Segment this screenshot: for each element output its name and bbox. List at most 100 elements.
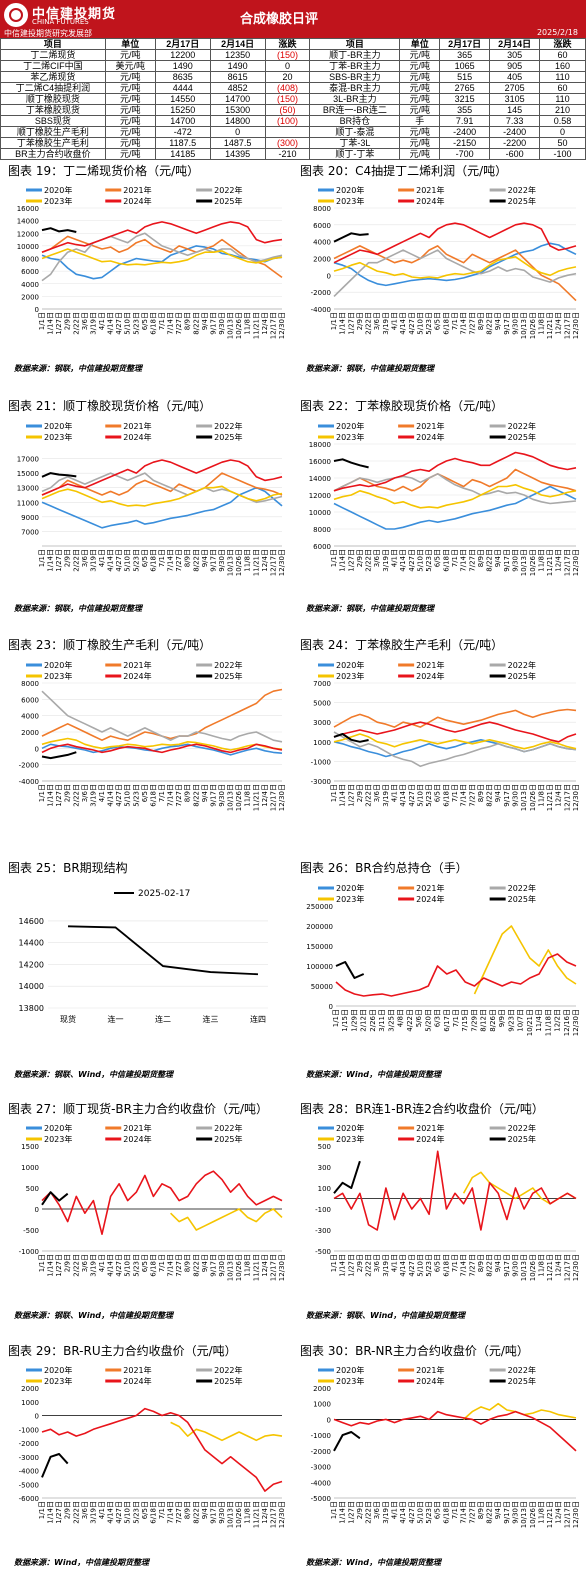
x-tick-label: 6/5日	[434, 1254, 442, 1272]
x-tick-label: 12/4日	[261, 1501, 269, 1524]
price-table-cell: -472	[154, 126, 211, 138]
x-tick-label: 10/26日	[235, 312, 243, 339]
x-tick-label: 6/18日	[442, 312, 450, 335]
y-tick-label: 0	[327, 1416, 331, 1424]
x-tick-label: 1/14日	[47, 1501, 55, 1524]
x-tick-label: 1/14日	[339, 312, 347, 335]
x-tick-label: 9/30日	[512, 1254, 520, 1277]
x-tick-label: 8/22日	[192, 312, 200, 335]
x-tick-label: 4/27日	[408, 784, 416, 807]
x-tick-label: 3/19日	[382, 1501, 390, 1524]
series-line-2024	[41, 743, 283, 754]
y-tick-label: 8000	[313, 205, 331, 213]
series-line-2025	[41, 1453, 69, 1478]
source-note: 数据来源：Wind，中信建投期货整理	[306, 1070, 441, 1079]
brand-name-cn: 中信建投期货	[32, 7, 117, 22]
series-line-2023	[41, 485, 283, 507]
price-table-cell: 3L-BR主力	[309, 93, 401, 105]
x-tick-label: 3/6日	[373, 784, 381, 802]
x-tick-label: 3/6日	[373, 549, 381, 567]
x-tick-label: 9/4日	[494, 312, 502, 330]
y-tick-label: 3000	[313, 719, 331, 727]
x-tick-label: 6/5日	[434, 312, 442, 330]
x-tick-label: 11/8日	[244, 312, 252, 335]
x-tick-label: 10/13日	[227, 312, 235, 339]
y-tick-label: 5000	[313, 700, 331, 708]
y-tick-label: 4000	[21, 281, 39, 289]
x-tick-label: 2/9日	[64, 312, 72, 330]
x-tick-label: 4/14日	[107, 784, 115, 807]
y-tick-label: -3000	[311, 778, 331, 786]
price-table-cell: 210	[539, 104, 586, 116]
price-table-cell: 905	[489, 60, 541, 72]
price-table-cell: 60	[539, 49, 586, 61]
price-table-header-cell: 2月17日	[439, 38, 491, 50]
x-tick-label: 9/30日	[218, 784, 226, 807]
x-tick-label: 1/27日	[55, 312, 63, 335]
x-tick-label: 7/14日	[460, 312, 468, 335]
x-tick-label: 1/1日	[38, 1254, 46, 1272]
series-line-2025	[41, 472, 77, 478]
x-tick-label: 3/19日	[89, 784, 97, 807]
y-tick-label: 1000	[21, 1164, 39, 1172]
x-tick-label: 2/22日	[365, 1501, 373, 1524]
x-tick-label: 9/17日	[503, 549, 511, 572]
x-tick-label: 1/14日	[339, 549, 347, 572]
x-tick-label: 10/26日	[235, 1501, 243, 1528]
x-tick-label: 3/25日	[387, 1009, 395, 1032]
price-table-cell: 12350	[209, 49, 266, 61]
y-tick-label: 14600	[19, 917, 44, 926]
x-tick-label: 11/21日	[252, 549, 260, 576]
price-table-cell: 4852	[209, 82, 266, 94]
x-tick-label: 10/13日	[227, 1501, 235, 1528]
x-tick-label: 9/30日	[512, 1501, 520, 1524]
price-table-cell: 元/吨	[399, 137, 441, 149]
x-tick-label: 10/26日	[529, 312, 537, 339]
x-tick-label: 7/1日	[451, 1501, 459, 1519]
x-tick-label: 1/1日	[38, 549, 46, 567]
legend-label: 2021年	[416, 421, 444, 431]
x-tick-label: 5/23日	[132, 549, 140, 572]
price-table-cell: 元/吨	[104, 115, 156, 127]
chart-19: 2020年 2021年 2022年 2023年 2024年 2025年 0 2000 4000 6…	[17, 185, 286, 339]
price-table-cell: (300)	[264, 137, 311, 149]
x-tick-label: 10/21日	[526, 1009, 534, 1036]
x-tick-label: 10/13日	[227, 549, 235, 576]
x-tick-label: 6/18日	[442, 1501, 450, 1524]
x-tick-label: 5/23日	[425, 1501, 433, 1524]
chart-25: 2025-02-17 13800 14000 14200 14400 14600 现货 连一 连…	[19, 889, 268, 1024]
y-tick-label: 300	[318, 1164, 331, 1172]
price-table-cell: 14700	[209, 93, 266, 105]
series-line-2025	[41, 1191, 69, 1206]
x-tick-label: 11/8日	[537, 784, 545, 807]
x-tick-label: 5/10日	[416, 549, 424, 572]
price-table-cell: 元/吨	[399, 71, 441, 83]
price-table-cell: 2705	[489, 82, 541, 94]
x-tick-label: 12/17日	[269, 784, 277, 811]
series-line-2023	[463, 1402, 577, 1420]
price-table-cell: 元/吨	[104, 148, 156, 160]
chart-title-28: 图表 28：BR连1-BR连2合约收盘价（元/吨）	[300, 1102, 544, 1116]
y-tick-label: 1000	[313, 739, 331, 747]
x-tick-label: 7/1日	[452, 1009, 460, 1027]
x-tick-label: 1/1日	[330, 312, 338, 330]
legend-label: 2021年	[123, 185, 151, 195]
x-tick-label: 4/14日	[399, 1501, 407, 1524]
x-tick-label: 11/8日	[244, 1254, 252, 1277]
x-tick-label: 10/26日	[529, 1254, 537, 1281]
x-tick-label: 2/9日	[356, 784, 364, 802]
x-tick-label: 6/17日	[443, 1009, 451, 1032]
legend-label: 2021年	[123, 660, 151, 670]
legend-label: 2025年	[508, 1376, 536, 1386]
x-tick-label: 8/9日	[184, 1501, 192, 1519]
series-line-2025	[41, 751, 77, 760]
x-tick-label: 9/4日	[201, 784, 209, 802]
x-tick-label: 6/18日	[442, 1254, 450, 1277]
legend-label: 2022年	[214, 185, 242, 195]
x-tick-label: 1/1日	[38, 1501, 46, 1519]
price-table-cell: 手	[399, 115, 441, 127]
x-tick-label: 6/18日	[442, 549, 450, 572]
x-tick-label: 9/17日	[209, 784, 217, 807]
company-logo-icon	[4, 3, 28, 27]
x-tick-label: 1/14日	[47, 1254, 55, 1277]
